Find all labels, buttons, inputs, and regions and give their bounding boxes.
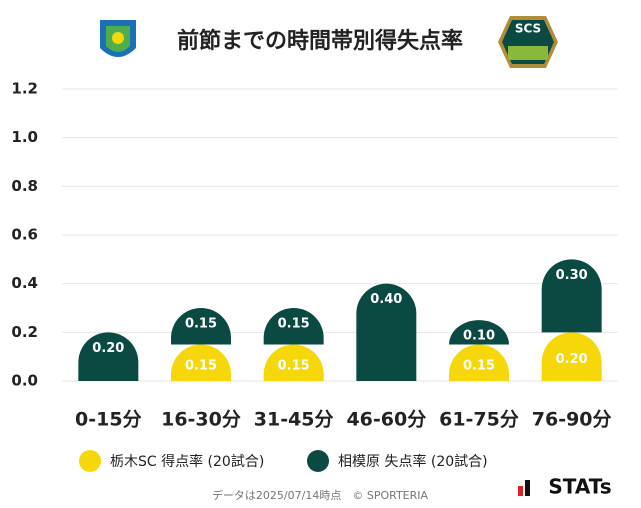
- bar-segment: [171, 344, 232, 381]
- x-tick-label: 61-75分: [439, 409, 519, 431]
- bar-segment: [356, 283, 417, 381]
- y-tick-label: 0.6: [11, 226, 38, 244]
- footnote: データは2025/07/14時点 © SPORTERIA: [212, 488, 429, 502]
- brand-logo: STATs: [518, 475, 612, 499]
- value-label: 0.20: [92, 341, 124, 356]
- y-tick-label: 1.0: [11, 128, 38, 146]
- value-label: 0.15: [463, 358, 495, 373]
- value-label: 0.10: [463, 329, 495, 344]
- value-label: 0.15: [278, 358, 310, 373]
- brand: STATs: [548, 475, 611, 499]
- bar-segment: [263, 344, 324, 381]
- value-label: 0.30: [556, 268, 588, 283]
- y-tick-label: 0.4: [11, 274, 38, 292]
- value-label: 0.20: [556, 352, 588, 367]
- x-tick-label: 16-30分: [161, 409, 241, 431]
- bar-segment: [449, 344, 509, 381]
- y-tick-label: 0.2: [11, 323, 38, 341]
- bar-segment: [263, 308, 324, 345]
- chart-title: 前節までの時間帯別得失点率: [177, 28, 463, 54]
- value-label: 0.15: [278, 317, 310, 332]
- logo-left: [100, 20, 136, 57]
- logo-right: SCS: [498, 16, 558, 68]
- legend-swatch: [307, 450, 329, 472]
- y-tick-label: 0.8: [11, 177, 38, 195]
- y-tick-label: 1.2: [11, 80, 38, 98]
- value-label: 0.40: [370, 292, 402, 307]
- bar-segment: [541, 332, 602, 381]
- value-label: 0.15: [185, 358, 217, 373]
- y-tick-label: 0.0: [11, 372, 38, 390]
- x-tick-label: 31-45分: [254, 409, 334, 431]
- legend-label: 栃木SC 得点率 (20試合): [110, 453, 264, 470]
- bar-segment: [78, 332, 139, 381]
- bar-segment: [171, 308, 231, 345]
- legend-swatch: [79, 450, 101, 472]
- bar-segment: [541, 259, 602, 333]
- x-tick-label: 0-15分: [75, 409, 142, 431]
- logo-text: SCS: [515, 22, 541, 36]
- x-tick-label: 46-60分: [346, 409, 426, 431]
- bar-segment: [449, 320, 509, 345]
- legend-label: 相模原 失点率 (20試合): [338, 453, 488, 470]
- x-tick-label: 76-90分: [532, 409, 612, 431]
- value-label: 0.15: [185, 317, 217, 332]
